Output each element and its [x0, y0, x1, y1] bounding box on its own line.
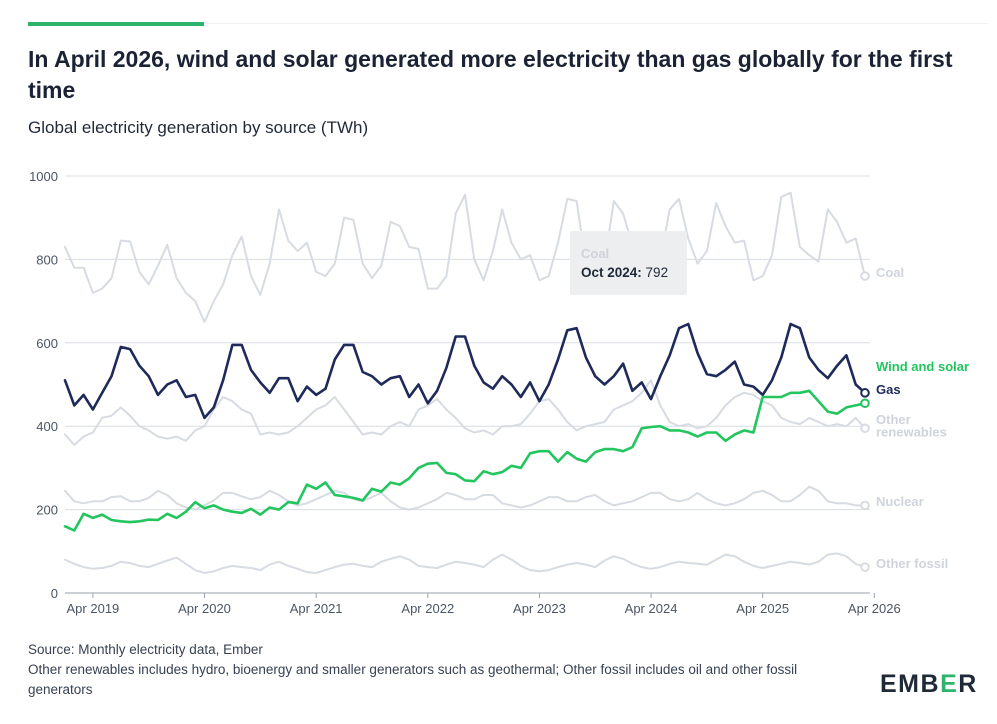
- series-end-marker-wind-and-solar: [860, 398, 870, 409]
- series-label-other-renewables: Other: [876, 412, 911, 427]
- x-tick-label: Apr 2026: [848, 601, 901, 616]
- x-tick-label: Apr 2019: [67, 601, 120, 616]
- ember-logo[interactable]: EMBER: [880, 670, 978, 699]
- series-end-marker-coal: [860, 271, 870, 281]
- series-line-coal: [64, 191, 866, 323]
- y-tick-label: 200: [36, 503, 58, 518]
- series-label-coal: Coal: [876, 265, 904, 280]
- logo-text-main: EMB: [880, 670, 941, 698]
- x-tick-label: Apr 2023: [513, 601, 566, 616]
- y-tick-label: 1000: [29, 169, 58, 184]
- tooltip-date: Oct 2024:: [581, 265, 646, 280]
- tooltip-series-name: Coal: [581, 246, 609, 261]
- x-tick-label: Apr 2024: [625, 601, 678, 616]
- chart-title: In April 2026, wind and solar generated …: [28, 46, 953, 103]
- logo-text-end: R: [958, 670, 978, 698]
- x-tick-label: Apr 2020: [178, 601, 231, 616]
- series-label-other-renewables: renewables: [876, 425, 947, 440]
- source-note: Source: Monthly electricity data, Ember: [28, 642, 263, 657]
- y-tick-label: 800: [36, 252, 58, 267]
- tooltip-value: Oct 2024: 792: [581, 265, 668, 280]
- series-end-marker-nuclear: [860, 500, 870, 511]
- series-label-wind-and-solar: Wind and solar: [876, 359, 969, 374]
- series-line-gas: [63, 322, 867, 420]
- accent-bar: [28, 22, 204, 26]
- series-end-marker-other-renewables: [860, 423, 870, 434]
- series-label-other-fossil: Other fossil: [876, 556, 948, 571]
- tooltip-number: 792: [646, 265, 669, 280]
- y-tick-label: 0: [51, 586, 58, 601]
- series-line-wind-and-solar: [63, 389, 867, 532]
- logo-text-accent: E: [940, 670, 959, 698]
- x-tick-label: Apr 2025: [736, 601, 789, 616]
- series-label-nuclear: Nuclear: [876, 494, 924, 509]
- series-end-marker-gas: [860, 388, 870, 398]
- hover-tooltip: Coal Oct 2024: 792: [570, 231, 687, 295]
- definition-note: Other renewables includes hydro, bioener…: [28, 662, 798, 697]
- x-tick-label: Apr 2022: [401, 601, 454, 616]
- footnote: Source: Monthly electricity data, Ember …: [28, 640, 828, 700]
- series-line-nuclear: [64, 485, 866, 511]
- tooltip-box: [570, 231, 687, 295]
- y-tick-label: 400: [36, 419, 58, 434]
- series-line-other-renewables: [64, 379, 866, 446]
- top-rule: [28, 23, 988, 24]
- x-tick-label: Apr 2021: [290, 601, 343, 616]
- series-end-marker-other-fossil: [860, 562, 870, 572]
- chart-subtitle: Global electricity generation by source …: [28, 118, 369, 137]
- y-tick-label: 600: [36, 336, 58, 351]
- series-label-gas: Gas: [876, 382, 901, 397]
- series-line-other-fossil: [64, 552, 866, 574]
